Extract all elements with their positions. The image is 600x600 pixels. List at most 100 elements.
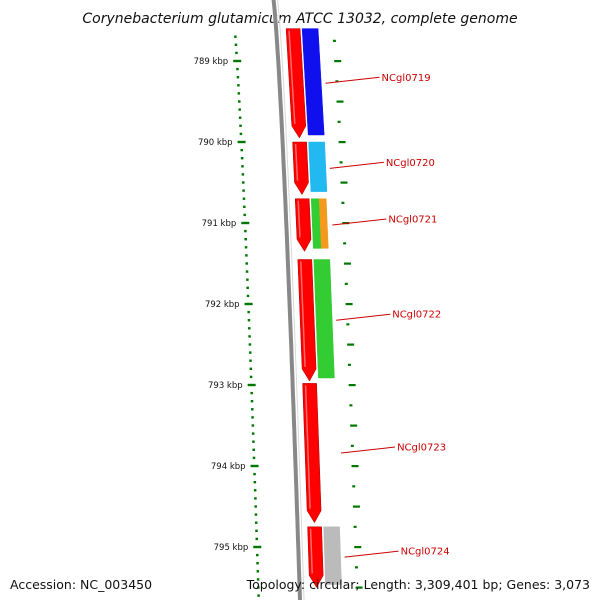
minor-tick — [236, 76, 240, 79]
gene-arrow-ncgl0723[interactable] — [302, 383, 322, 524]
gene-leader-line — [336, 313, 391, 321]
outer-tick — [352, 505, 360, 508]
gene-arrow-ncgl0722[interactable] — [297, 259, 317, 382]
gene-label-ncgl0724[interactable]: NCgl0724 — [401, 547, 450, 558]
minor-tick — [246, 294, 250, 298]
accession-text: Accession: NC_003450 — [10, 577, 153, 592]
outer-tick — [350, 424, 358, 427]
minor-tick — [248, 327, 251, 330]
gene-arrow-ncgl0720[interactable] — [292, 141, 309, 196]
scale-label: 795 kbp — [214, 543, 249, 553]
minor-tick — [238, 100, 241, 103]
gene-leader-line — [332, 218, 387, 226]
cog-bar-ncgl0724[interactable] — [323, 526, 342, 585]
minor-tick — [250, 391, 253, 395]
cog-bar-ncgl0719[interactable] — [301, 28, 325, 136]
minor-tick — [244, 229, 247, 233]
scale-label: 789 kbp — [194, 57, 229, 67]
outer-tick — [355, 586, 363, 589]
major-tick — [253, 545, 262, 549]
gene-leader-line — [341, 446, 396, 454]
outer-tick — [353, 525, 357, 528]
minor-tick — [248, 343, 252, 346]
minor-tick — [236, 67, 239, 71]
minor-tick — [245, 270, 249, 273]
gene-arrow-ncgl0721-highlight — [297, 200, 301, 238]
outer-tick — [346, 323, 350, 326]
minor-tick — [256, 570, 260, 573]
minor-tick — [241, 181, 245, 184]
minor-tick — [234, 43, 238, 46]
gene-label-ncgl0722[interactable]: NCgl0722 — [392, 310, 441, 321]
minor-tick — [243, 213, 246, 217]
minor-tick — [249, 375, 253, 379]
outer-tick — [350, 444, 354, 447]
minor-tick — [257, 594, 260, 597]
outer-tick — [352, 485, 356, 488]
minor-tick — [238, 116, 242, 119]
gene-arrow-ncgl0719-highlight — [288, 30, 296, 124]
minor-tick — [252, 456, 256, 460]
outer-tick — [354, 566, 358, 569]
minor-tick — [240, 148, 243, 152]
gene-arrow-ncgl0723-highlight — [304, 385, 311, 509]
outer-tick — [334, 60, 342, 63]
major-tick — [233, 59, 242, 63]
minor-tick — [257, 586, 260, 589]
minor-tick — [250, 400, 254, 403]
cog-bar-ncgl0720[interactable] — [308, 141, 328, 192]
outer-tick — [343, 262, 351, 265]
minor-tick — [239, 124, 242, 127]
minor-tick — [234, 35, 237, 38]
scale-label: 790 kbp — [198, 138, 233, 148]
major-tick — [241, 221, 250, 225]
minor-tick — [252, 440, 255, 443]
minor-tick — [241, 173, 245, 176]
gene-arrow-ncgl0724-highlight — [309, 528, 313, 574]
minor-tick — [253, 472, 256, 476]
minor-tick — [251, 416, 254, 419]
minor-tick — [241, 165, 244, 168]
outer-tick — [336, 100, 344, 103]
minor-tick — [251, 432, 255, 435]
gene-arrow-ncgl0720-highlight — [294, 143, 299, 181]
minor-tick — [247, 319, 251, 322]
scale-label: 791 kbp — [202, 219, 237, 229]
minor-tick — [249, 359, 252, 362]
minor-tick — [255, 537, 259, 541]
minor-tick — [246, 278, 249, 281]
gene-arrow-ncgl0721[interactable] — [294, 198, 312, 252]
gene-label-ncgl0719[interactable]: NCgl0719 — [382, 73, 431, 84]
minor-tick — [254, 521, 258, 524]
outer-tick — [351, 465, 359, 468]
minor-tick — [245, 262, 248, 265]
gene-label-ncgl0723[interactable]: NCgl0723 — [397, 443, 446, 454]
minor-tick — [237, 92, 241, 95]
gene-label-ncgl0721[interactable]: NCgl0721 — [388, 215, 437, 226]
outer-tick — [343, 242, 347, 245]
cog-bar-ncgl0722[interactable] — [313, 259, 335, 379]
minor-tick — [252, 448, 255, 451]
gene-leader-line — [329, 161, 384, 169]
major-tick — [244, 302, 253, 306]
minor-tick — [254, 497, 257, 500]
minor-tick — [235, 51, 238, 55]
outer-tick — [349, 404, 353, 407]
topology-text: Topology: circular; Length: 3,309,401 bp… — [246, 577, 590, 592]
cog-bar-2-ncgl0721[interactable] — [318, 198, 329, 249]
genome-backbone-shadow — [277, 0, 305, 600]
minor-tick — [237, 84, 240, 87]
major-tick — [247, 383, 256, 387]
minor-tick — [254, 513, 258, 516]
minor-tick — [240, 157, 244, 160]
outer-tick — [335, 80, 339, 83]
outer-tick — [345, 303, 353, 306]
gene-label-ncgl0720[interactable]: NCgl0720 — [386, 158, 435, 169]
scale-label: 794 kbp — [211, 462, 246, 472]
outer-tick — [347, 363, 351, 366]
outer-tick — [340, 181, 348, 184]
minor-tick — [255, 529, 258, 532]
scale-label: 792 kbp — [205, 300, 240, 310]
